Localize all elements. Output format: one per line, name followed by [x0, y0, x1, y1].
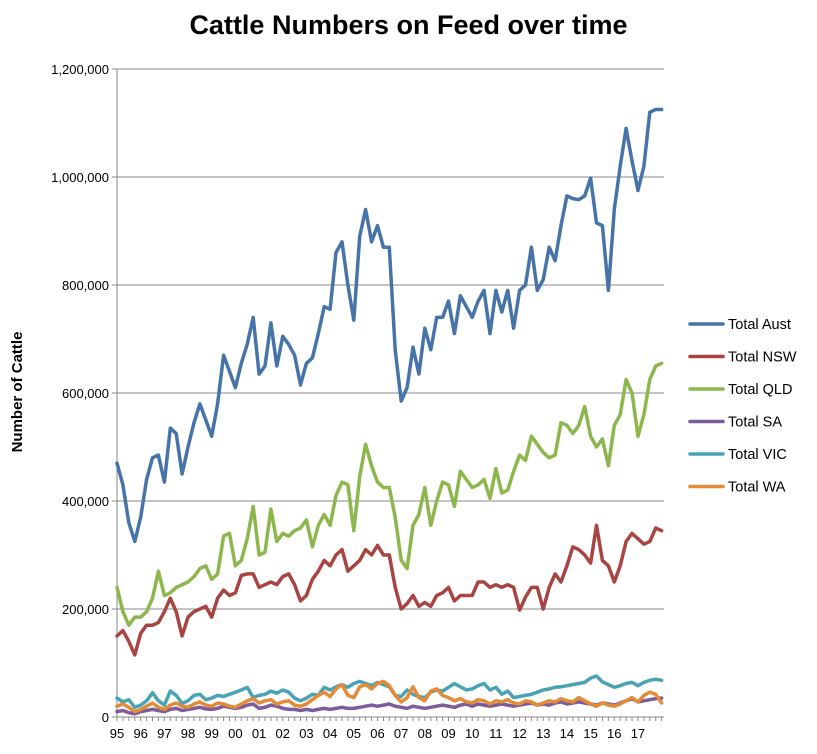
x-tick-label: 02 — [276, 726, 290, 741]
x-tick-label: 09 — [441, 726, 455, 741]
series-line-total-aust — [115, 107, 664, 544]
series-line-total-nsw — [115, 523, 664, 657]
chart-title: Cattle Numbers on Feed over time — [189, 10, 628, 40]
x-tick-label: 00 — [228, 726, 242, 741]
x-tick-label: 06 — [370, 726, 384, 741]
x-tick-label: 16 — [607, 726, 621, 741]
legend: Total Aust Total NSW Total QLD Total SA Tota… — [688, 317, 797, 496]
x-tick-label: 10 — [465, 726, 479, 741]
gridlines — [117, 68, 664, 610]
x-tick-label: 15 — [583, 726, 597, 741]
y-tick-label: 0 — [102, 710, 109, 725]
x-tick-label: 95 — [110, 726, 124, 741]
x-tick-label: 03 — [299, 726, 313, 741]
y-tick-label: 1,000,000 — [51, 170, 109, 185]
x-tick-label: 05 — [347, 726, 361, 741]
series-line-total-sa — [115, 696, 664, 716]
series-line-total-wa — [115, 679, 664, 714]
x-tick-label: 12 — [512, 726, 526, 741]
x-tick-label: 97 — [157, 726, 171, 741]
legend-label: Total VIC — [728, 447, 787, 463]
x-tick-label: 17 — [631, 726, 645, 741]
series-lines — [115, 107, 664, 716]
x-tick-label: 96 — [133, 726, 147, 741]
y-axis-label: Number of Cattle — [9, 332, 26, 453]
x-tick-label: 13 — [536, 726, 550, 741]
y-tick-label: 800,000 — [62, 278, 109, 293]
legend-label: Total WA — [728, 480, 786, 496]
legend-label: Total SA — [728, 415, 782, 431]
x-tick-label: 07 — [394, 726, 408, 741]
x-tick-label: 08 — [418, 726, 432, 741]
x-tick-label: 99 — [204, 726, 218, 741]
x-tick-label: 14 — [560, 726, 574, 741]
x-tick-label: 11 — [489, 726, 503, 741]
series-line-total-qld — [115, 361, 664, 627]
y-tick-label: 200,000 — [62, 602, 109, 617]
y-tick-label: 400,000 — [62, 494, 109, 509]
x-tick-label: 01 — [252, 726, 266, 741]
x-tick-label: 04 — [323, 726, 337, 741]
legend-label: Total QLD — [728, 382, 792, 398]
legend-label: Total Aust — [728, 317, 791, 333]
y-tick-label: 1,200,000 — [51, 62, 109, 77]
axes: 0 200,000 400,000 600,000 800,000 1,000,000 1,… — [51, 62, 664, 741]
legend-label: Total NSW — [728, 350, 797, 366]
x-tick-label: 98 — [181, 726, 195, 741]
y-tick-label: 600,000 — [62, 386, 109, 401]
